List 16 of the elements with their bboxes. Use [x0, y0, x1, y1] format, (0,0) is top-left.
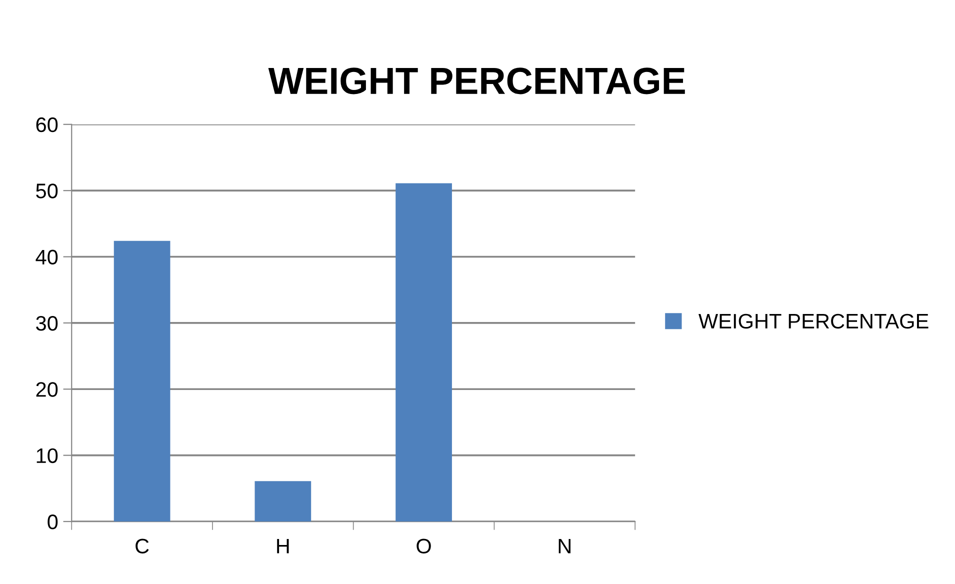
x-tick-label: N	[558, 538, 570, 554]
bar	[254, 481, 312, 522]
y-tick-label: 40	[36, 250, 58, 265]
y-tick-label: 0	[48, 514, 58, 530]
y-tick-label: 10	[36, 448, 58, 464]
chart-title: WEIGHT PERCENTAGE	[268, 68, 685, 94]
bar	[396, 183, 452, 522]
y-tick-label: 60	[36, 117, 58, 132]
bar	[114, 240, 170, 522]
x-tick-label: C	[136, 538, 149, 554]
legend-label: WEIGHT PERCENTAGE	[698, 314, 928, 329]
x-tick-label: H	[277, 538, 289, 554]
y-tick-label: 20	[36, 382, 58, 397]
y-tick-label: 50	[36, 184, 58, 198]
x-tick-label: O	[416, 538, 431, 554]
y-tick-label: 30	[36, 316, 58, 331]
